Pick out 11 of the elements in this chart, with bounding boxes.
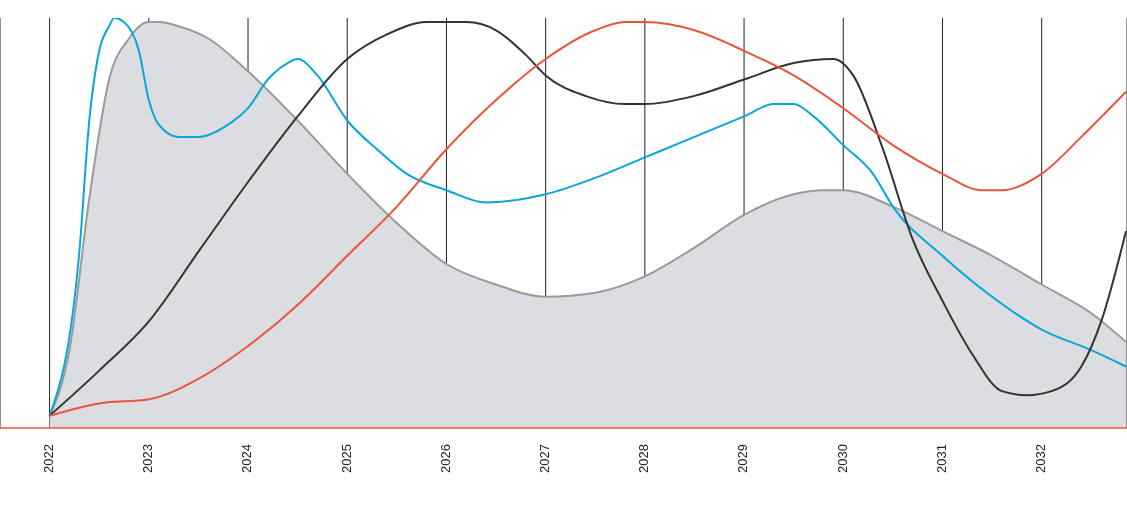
- x-tick-label: 2032: [1033, 444, 1049, 473]
- x-tick-label: 2030: [834, 444, 850, 473]
- x-tick-label: 2023: [140, 444, 156, 473]
- x-tick-label: 2026: [437, 444, 453, 473]
- x-tick-label: 2028: [636, 444, 652, 473]
- x-tick-label: 2025: [338, 444, 354, 473]
- x-tick-label: 2029: [735, 444, 751, 473]
- x-tick-label: 2022: [41, 444, 57, 473]
- x-tick-label: 2027: [537, 444, 553, 473]
- x-tick-label: 2031: [933, 444, 949, 473]
- x-tick-label: 2024: [239, 444, 255, 473]
